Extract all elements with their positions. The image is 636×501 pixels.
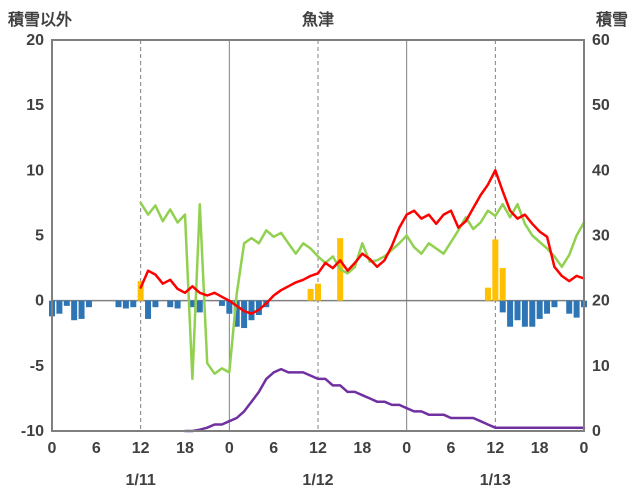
svg-text:12: 12 bbox=[486, 440, 504, 457]
svg-text:-10: -10 bbox=[21, 423, 44, 440]
svg-text:10: 10 bbox=[592, 358, 610, 375]
plot-border bbox=[51, 39, 585, 432]
gridlines bbox=[52, 40, 584, 431]
svg-text:50: 50 bbox=[592, 97, 610, 114]
svg-text:0: 0 bbox=[35, 293, 44, 310]
svg-text:0: 0 bbox=[580, 440, 589, 457]
svg-text:6: 6 bbox=[447, 440, 456, 457]
left-axis-title: 積雪以外 bbox=[8, 12, 73, 29]
svg-text:1/12: 1/12 bbox=[302, 472, 333, 489]
svg-text:5: 5 bbox=[35, 228, 44, 245]
svg-text:0: 0 bbox=[48, 440, 57, 457]
svg-text:1/13: 1/13 bbox=[480, 472, 511, 489]
chart-header: 積雪以外 魚津 積雪 bbox=[0, 0, 636, 32]
svg-text:6: 6 bbox=[269, 440, 278, 457]
series-blue-bars bbox=[49, 300, 587, 329]
svg-text:20: 20 bbox=[592, 293, 610, 310]
svg-text:60: 60 bbox=[592, 32, 610, 49]
svg-text:20: 20 bbox=[26, 32, 44, 49]
series-green-line bbox=[139, 201, 586, 381]
svg-text:-5: -5 bbox=[30, 358, 44, 375]
svg-text:30: 30 bbox=[592, 228, 610, 245]
svg-text:0: 0 bbox=[402, 440, 411, 457]
svg-text:0: 0 bbox=[225, 440, 234, 457]
svg-text:6: 6 bbox=[92, 440, 101, 457]
svg-text:12: 12 bbox=[309, 440, 327, 457]
svg-text:40: 40 bbox=[592, 162, 610, 179]
svg-text:18: 18 bbox=[176, 440, 194, 457]
series-red-line bbox=[139, 169, 586, 315]
chart-title: 魚津 bbox=[301, 12, 334, 29]
svg-text:12: 12 bbox=[132, 440, 150, 457]
svg-text:1/11: 1/11 bbox=[126, 472, 156, 489]
right-axis-title: 積雪 bbox=[595, 12, 628, 29]
svg-text:10: 10 bbox=[26, 162, 44, 179]
svg-text:18: 18 bbox=[353, 440, 371, 457]
series-snow-depth-purple-line bbox=[183, 367, 586, 433]
svg-text:0: 0 bbox=[592, 423, 601, 440]
svg-text:18: 18 bbox=[531, 440, 549, 457]
svg-text:15: 15 bbox=[26, 97, 44, 114]
